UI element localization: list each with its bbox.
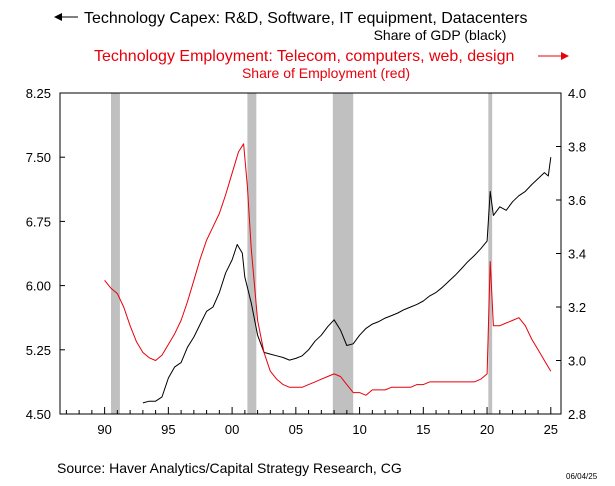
x-axis-tick-label: 90 [97, 422, 111, 437]
right-axis-tick-label: 2.8 [568, 407, 586, 422]
capex-title: Technology Capex: R&D, Software, IT equi… [84, 10, 527, 27]
date-stamp: 06/04/25 [566, 472, 598, 481]
right-axis-tick-label: 3.2 [568, 300, 586, 315]
left-axis-tick-label: 8.25 [26, 86, 51, 101]
left-axis-tick-label: 6.75 [26, 214, 51, 229]
x-axis-tick-label: 15 [416, 422, 430, 437]
x-axis-tick-label: 20 [480, 422, 494, 437]
x-axis-tick-label: 05 [289, 422, 303, 437]
source-note: Source: Haver Analytics/Capital Strategy… [57, 460, 402, 476]
x-axis-tick-label: 25 [544, 422, 558, 437]
x-axis-tick-label: 00 [225, 422, 239, 437]
left-axis-tick-label: 4.50 [26, 407, 51, 422]
capex-subtitle: Share of GDP (black) [374, 27, 507, 43]
right-axis-tick-label: 3.4 [568, 247, 586, 262]
employment-title: Technology Employment: Telecom, computer… [94, 48, 514, 65]
red-arrow-icon [561, 52, 569, 60]
employment-series-line [104, 143, 552, 396]
right-axis-tick-label: 4.0 [568, 86, 586, 101]
black-arrow-icon [54, 13, 62, 21]
right-axis-tick-label: 3.6 [568, 193, 586, 208]
title-block: Technology Capex: R&D, Software, IT equi… [54, 10, 569, 81]
axes: 4.50 5.25 6.00 6.75 7.50 8.25 2.8 3.0 3.2 3.4 3.6 3… [26, 86, 586, 437]
recession-bands [110, 93, 493, 414]
left-axis-tick-label: 6.00 [26, 279, 51, 294]
left-axis-tick-label: 7.50 [26, 150, 51, 165]
plot-frame [59, 92, 562, 415]
x-axis-tick-label: 95 [161, 422, 175, 437]
left-axis-tick-label: 5.25 [26, 343, 51, 358]
capex-series-line [142, 157, 552, 404]
series-lines [104, 143, 552, 404]
right-axis-tick-label: 3.8 [568, 140, 586, 155]
employment-subtitle: Share of Employment (red) [242, 65, 410, 81]
right-axis-tick-label: 3.0 [568, 354, 586, 369]
recession-band [332, 93, 354, 414]
x-axis-tick-label: 10 [352, 422, 366, 437]
recession-band [488, 93, 493, 414]
recession-band [110, 93, 120, 414]
